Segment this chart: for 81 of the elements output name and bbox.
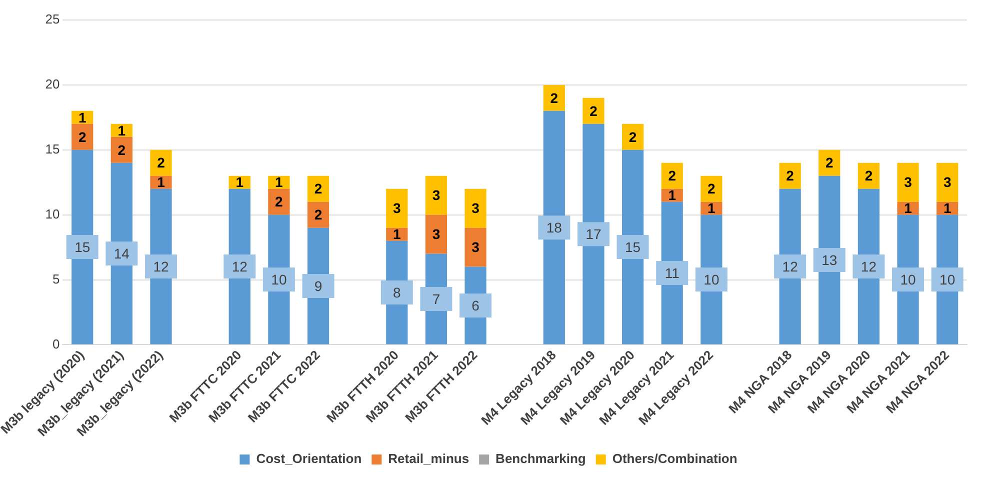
- data-label: 10: [900, 271, 916, 288]
- data-label: 12: [860, 258, 877, 274]
- data-label: 3: [904, 174, 912, 190]
- data-label: 2: [314, 180, 322, 197]
- bar: [425, 214, 448, 254]
- data-label: 3: [943, 174, 952, 190]
- bar: [464, 228, 486, 267]
- data-label: 10: [704, 271, 720, 288]
- data-label: 2: [590, 102, 598, 119]
- data-label: 1: [668, 187, 676, 204]
- data-label: 3: [472, 200, 480, 216]
- data-label: 9: [314, 278, 322, 294]
- data-label: 1: [708, 200, 716, 216]
- data-label: 2: [825, 154, 834, 171]
- y-tick-label: 5: [52, 271, 60, 286]
- y-tick-label: 10: [45, 206, 60, 222]
- bar: [110, 136, 132, 163]
- data-label: 3: [392, 200, 401, 216]
- data-label: 1: [904, 200, 912, 216]
- data-label: 14: [114, 245, 130, 262]
- bar: [425, 176, 448, 215]
- data-label: 2: [708, 180, 716, 197]
- data-label: 7: [432, 290, 440, 307]
- bar: [72, 124, 94, 150]
- data-label: 8: [392, 284, 401, 300]
- data-label: 1: [157, 174, 166, 190]
- bar: [661, 162, 683, 189]
- data-label: 1: [118, 122, 126, 138]
- bar: [307, 176, 330, 202]
- data-label: 2: [864, 168, 873, 184]
- data-label: 2: [118, 142, 126, 158]
- data-label: 1: [275, 174, 284, 190]
- data-label: 2: [275, 194, 284, 210]
- data-label: 15: [625, 238, 641, 255]
- data-label: 2: [550, 90, 558, 106]
- data-label: 10: [271, 271, 287, 288]
- data-label: 1: [392, 226, 401, 242]
- legend-label: Cost_Orientation: [256, 451, 362, 466]
- data-label: 15: [74, 238, 90, 255]
- data-label: 1: [943, 200, 952, 216]
- y-tick-label: 20: [45, 76, 60, 92]
- legend-label: Benchmarking: [496, 451, 586, 466]
- data-label: 2: [668, 168, 676, 184]
- data-label: 17: [586, 226, 602, 242]
- data-label: 3: [472, 239, 480, 256]
- data-label: 2: [628, 128, 637, 145]
- y-tick-label: 0: [52, 336, 60, 352]
- bar: [150, 150, 172, 176]
- data-label: 2: [78, 128, 86, 145]
- bar: [936, 162, 958, 202]
- data-label: 6: [472, 297, 480, 314]
- data-label: 1: [78, 109, 86, 126]
- bar: [818, 150, 840, 176]
- data-label: 12: [232, 258, 248, 274]
- legend-label: Retail_minus: [388, 451, 470, 466]
- data-label: 12: [782, 258, 798, 274]
- bar: [897, 162, 919, 202]
- data-label: 10: [940, 271, 956, 288]
- legend-label: Others/Combination: [612, 451, 738, 466]
- bar: [307, 202, 330, 228]
- data-label: 13: [822, 252, 838, 268]
- bar: [622, 124, 644, 150]
- bar: [543, 84, 565, 111]
- bar: [858, 162, 880, 189]
- data-label: 2: [314, 206, 322, 223]
- bar: [700, 176, 722, 202]
- data-label: 18: [546, 219, 562, 236]
- bar: [268, 188, 290, 215]
- data-label: 2: [786, 168, 794, 184]
- data-label: 12: [153, 258, 169, 274]
- bar: [779, 162, 801, 189]
- y-tick-label: 25: [45, 12, 60, 27]
- data-label: 1: [236, 174, 244, 190]
- data-label: 11: [664, 264, 680, 281]
- y-tick-label: 15: [45, 141, 60, 156]
- bar: [464, 188, 486, 228]
- data-label: 3: [432, 187, 440, 204]
- data-label: 3: [432, 226, 440, 242]
- bar: [582, 98, 604, 124]
- bar: [386, 188, 408, 228]
- data-label: 2: [157, 154, 166, 171]
